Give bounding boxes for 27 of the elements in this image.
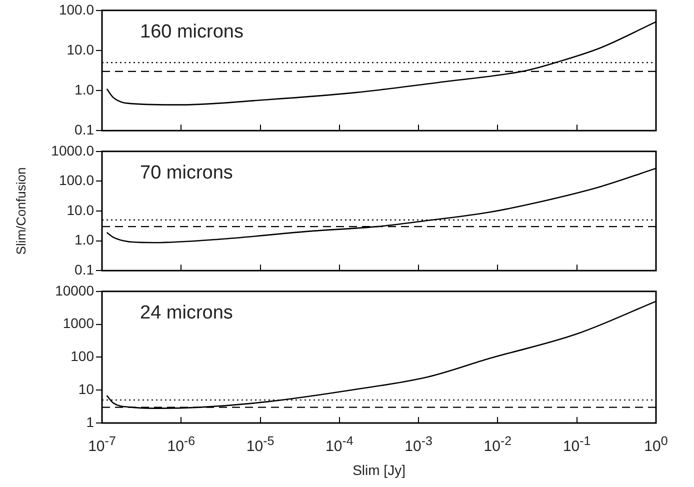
y-tick-label: 1.0 — [74, 81, 94, 98]
y-tick-label: 100.0 — [58, 1, 94, 18]
y-tick-label: 10 — [78, 380, 94, 397]
x-tick-label: 10$^{-5}$ — [246, 434, 274, 455]
y-tick-label: 0.1 — [74, 121, 94, 138]
annotation: 160 microns — [140, 22, 244, 43]
x-tick-label: 10$^{-3}$ — [404, 434, 432, 455]
y-tick-label: 10.0 — [66, 202, 94, 218]
x-tick-label: 10$^{-2}$ — [484, 434, 512, 455]
x-tick-label: 10$^{-7}$ — [88, 434, 116, 455]
y-tick-label: 0.1 — [74, 261, 94, 278]
x-tick-label: 10$^{-4}$ — [326, 434, 354, 455]
y-tick-label: 100.0 — [58, 172, 94, 188]
y-tick-label: 1 — [86, 414, 94, 430]
y-tick-label: 100 — [70, 348, 94, 364]
y-tick-label: 10.0 — [66, 41, 94, 58]
x-tick-label: 10$^{-6}$ — [167, 434, 196, 455]
x-axis-title: Slim [Jy] — [352, 462, 406, 478]
annotation: 70 microns — [140, 162, 233, 184]
y-tick-label: 1000.0 — [51, 142, 94, 158]
y-tick-label: 1.0 — [74, 232, 94, 248]
y-tick-label: 10000 — [55, 282, 94, 298]
y-axis-title: Slim/Confusion — [13, 167, 28, 255]
x-tick-label: 10$^{-1}$ — [562, 434, 591, 455]
annotation: 24 microns — [140, 302, 233, 324]
x-tick-label: 10$^{0}$ — [644, 434, 668, 455]
y-tick-label: 1000 — [62, 315, 94, 332]
